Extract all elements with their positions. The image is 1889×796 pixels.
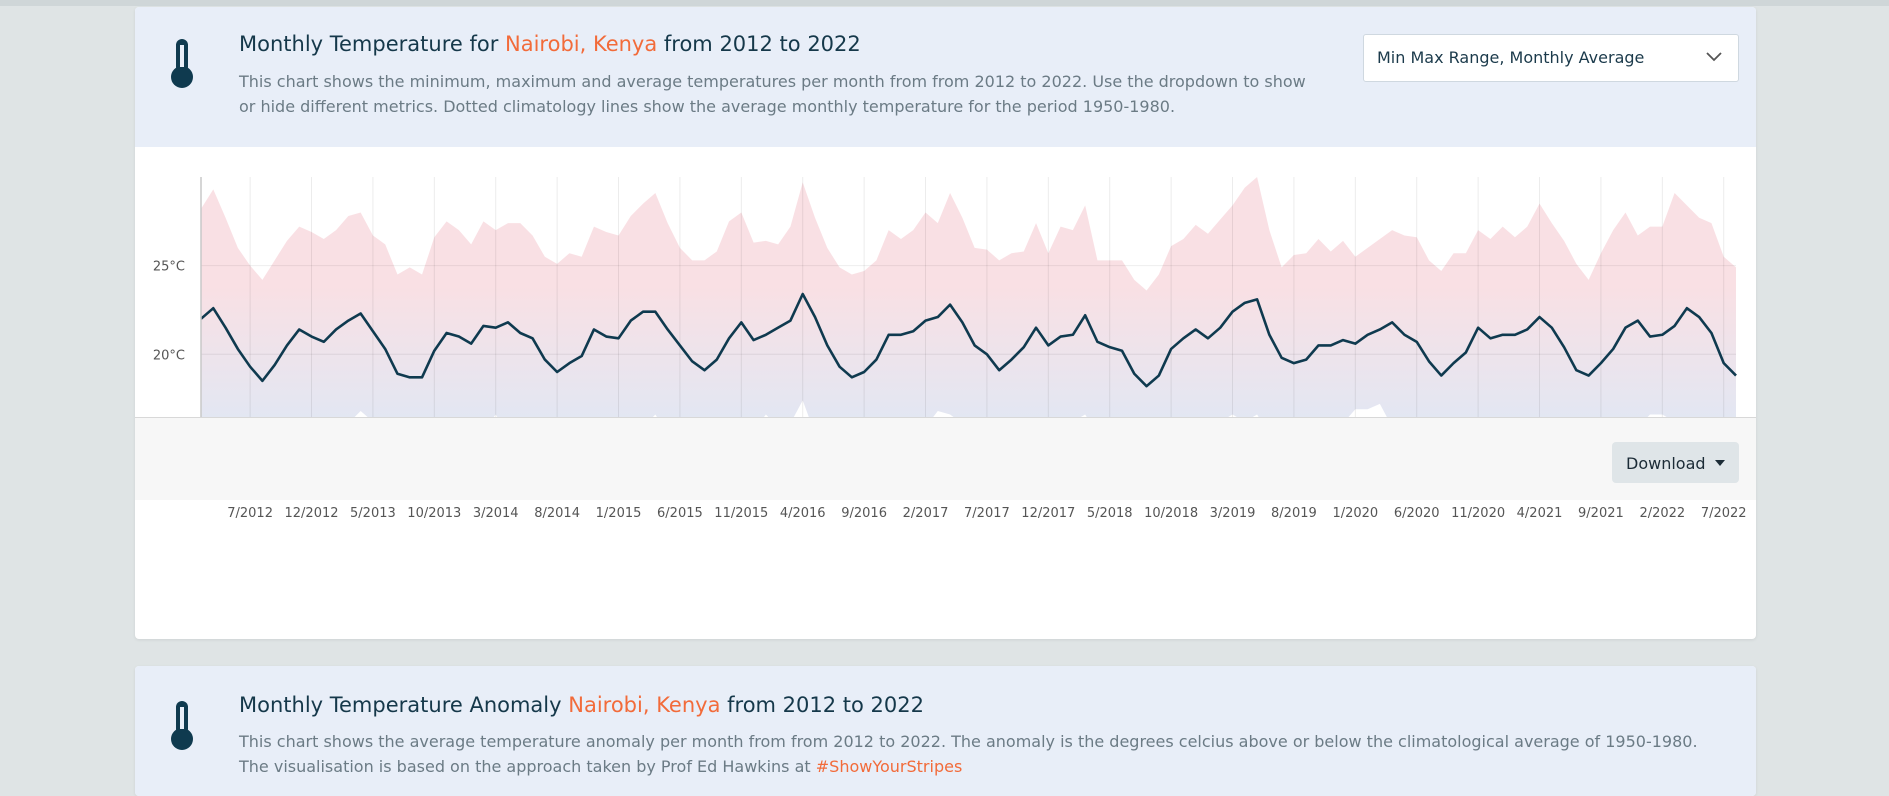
description-text: This chart shows the average temperature… [239, 732, 1698, 776]
x-tick-label: 1/2015 [596, 506, 642, 521]
x-tick-label: 6/2020 [1394, 506, 1440, 521]
x-tick-label: 4/2021 [1517, 506, 1563, 521]
x-tick-label: 3/2014 [473, 506, 519, 521]
x-tick-label: 7/2022 [1701, 506, 1747, 521]
x-tick-label: 11/2015 [714, 506, 768, 521]
x-tick-label: 8/2014 [534, 506, 580, 521]
x-tick-label: 5/2018 [1087, 506, 1133, 521]
card-header: Monthly Temperature for Nairobi, Kenya f… [135, 7, 1756, 147]
title-place: Nairobi, Kenya [568, 693, 721, 717]
temperature-card: Monthly Temperature for Nairobi, Kenya f… [135, 7, 1756, 639]
card-title: Monthly Temperature Anomaly Nairobi, Ken… [239, 693, 924, 717]
thermometer-icon [171, 39, 193, 88]
y-tick-label: 20°C [153, 348, 185, 363]
x-tick-label: 1/2020 [1332, 506, 1378, 521]
title-text: from 2012 to 2022 [720, 693, 924, 717]
y-tick-label: 25°C [153, 260, 185, 275]
caret [1715, 460, 1725, 466]
download-button[interactable]: Download [1612, 442, 1739, 483]
x-tick-label: 6/2015 [657, 506, 703, 521]
x-tick-label: 12/2017 [1021, 506, 1075, 521]
card-title: Monthly Temperature for Nairobi, Kenya f… [239, 32, 861, 56]
top-bar [0, 0, 1889, 6]
dropdown-text: Min Max Range, Monthly Average [1377, 48, 1645, 67]
x-tick-label: 3/2019 [1210, 506, 1256, 521]
card-description: This chart shows the minimum, maximum an… [239, 72, 1306, 116]
title-text: Monthly Temperature for [239, 32, 506, 56]
title-place: Nairobi, Kenya [505, 32, 658, 56]
stripes-link[interactable]: #ShowYourStripes [815, 757, 963, 776]
x-tick-label: 12/2012 [285, 506, 339, 521]
average-line [200, 292, 1737, 388]
x-tick-label: 9/2016 [841, 506, 887, 521]
x-tick-label: 7/2012 [227, 506, 273, 521]
anomaly-card: Monthly Temperature Anomaly Nairobi, Ken… [135, 666, 1756, 796]
x-tick-label: 11/2020 [1451, 506, 1505, 521]
card-description: This chart shows the average temperature… [239, 729, 1699, 779]
title-text: Monthly Temperature Anomaly [239, 693, 569, 717]
card-footer: Download [135, 417, 1756, 500]
x-tick-label: 2/2017 [903, 506, 949, 521]
chevron [1706, 52, 1722, 62]
x-tick-label: 2/2022 [1639, 506, 1685, 521]
title-text: from 2012 to 2022 [657, 32, 861, 56]
x-tick-label: 8/2019 [1271, 506, 1317, 521]
button-text: Download [1626, 454, 1706, 473]
x-tick-label: 7/2017 [964, 506, 1010, 521]
x-tick-label: 10/2013 [407, 506, 461, 521]
x-tick-label: 4/2016 [780, 506, 826, 521]
metric-dropdown[interactable]: Min Max Range, Monthly Average [1363, 34, 1739, 82]
x-tick-label: 5/2013 [350, 506, 396, 521]
card-header: Monthly Temperature Anomaly Nairobi, Ken… [135, 666, 1756, 796]
thermometer-icon [171, 701, 193, 750]
x-tick-label: 9/2021 [1578, 506, 1624, 521]
x-tick-label: 10/2018 [1144, 506, 1198, 521]
